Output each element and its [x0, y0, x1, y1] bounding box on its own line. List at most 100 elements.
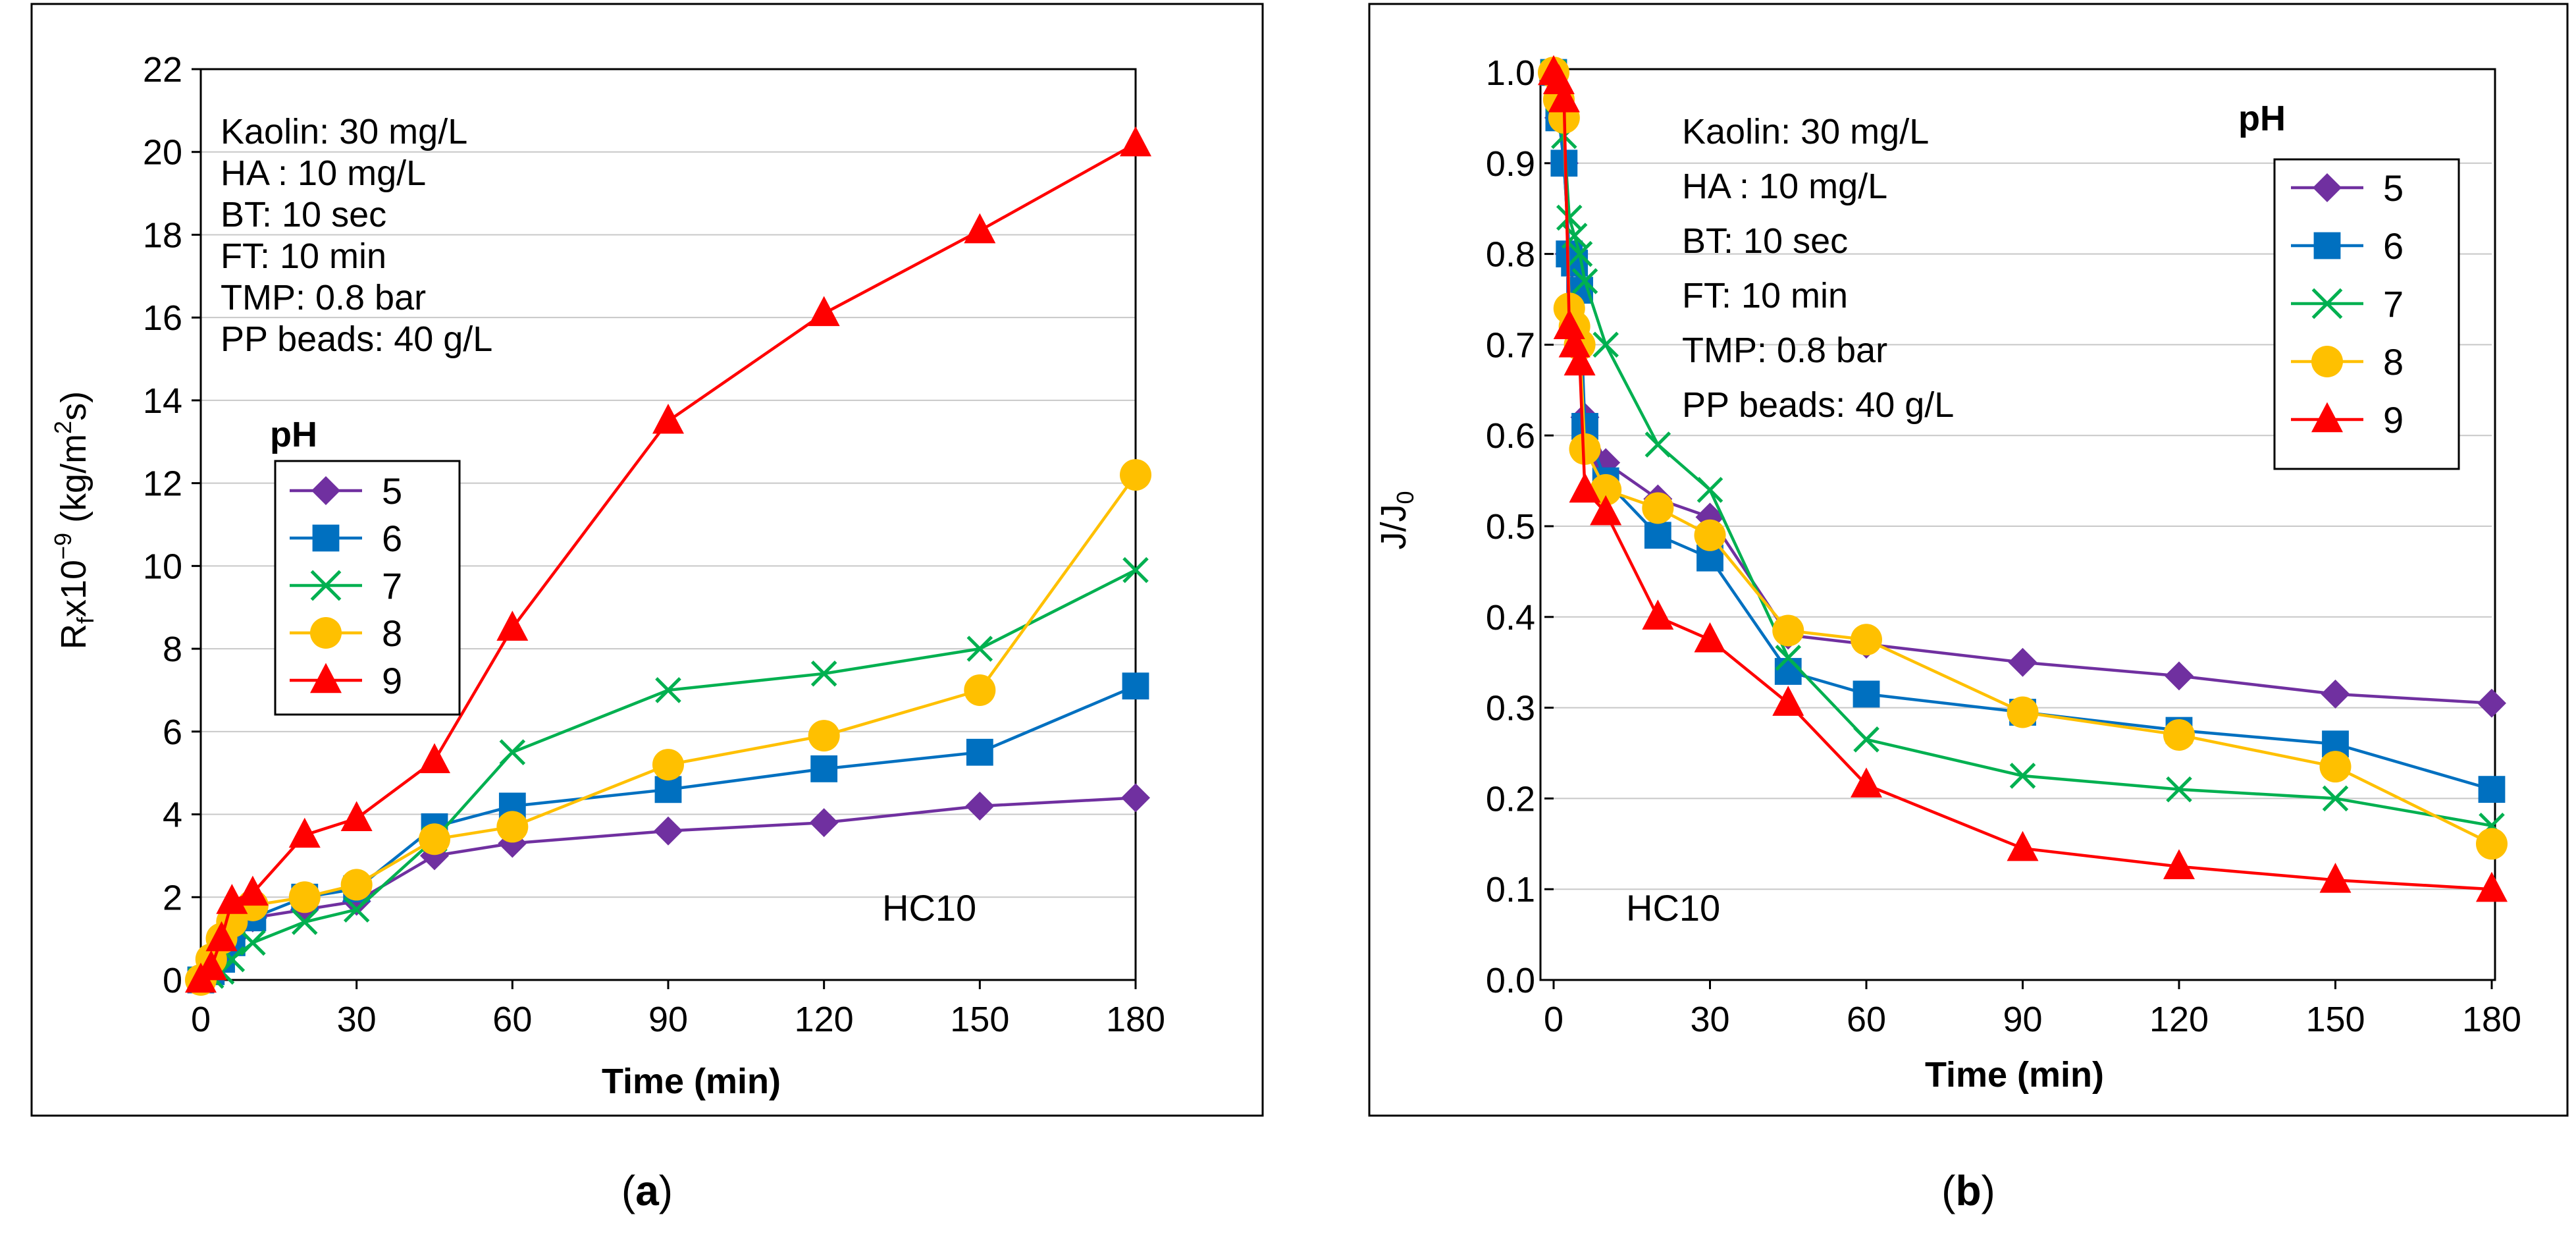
b-point-ph-6 — [1774, 658, 1802, 685]
a-y-tick-label: 22 — [143, 50, 182, 90]
a-y-tick-label: 2 — [163, 878, 182, 917]
b-point-ph-7 — [1696, 477, 1723, 503]
a-x-tick-label: 90 — [648, 1000, 688, 1039]
a-point-ph-7 — [810, 661, 837, 687]
b-point-ph-7 — [1556, 204, 1583, 231]
b-legend-marker — [2311, 288, 2343, 319]
a-point-ph-8 — [340, 869, 373, 901]
a-point-ph-6 — [654, 776, 682, 803]
a-legend-label: 7 — [382, 565, 402, 607]
a-x-tick-label: 150 — [950, 1000, 1009, 1039]
b-point-ph-7 — [2322, 785, 2349, 812]
panel-a-y-axis: 0 2 4 6 8 10 12 14 16 18 20 22 — [143, 50, 201, 1000]
b-series-line-ph-9 — [1552, 71, 2492, 891]
a-legend-marker — [310, 570, 342, 601]
b-point-ph-7 — [1566, 240, 1593, 267]
b-legend-label: 8 — [2383, 341, 2404, 383]
b-point-ph-9 — [1558, 327, 1590, 358]
a-legend-marker — [311, 476, 340, 505]
a-point-ph-7 — [1122, 556, 1149, 583]
b-point-ph-7 — [1853, 726, 1879, 753]
panel-a-caption-open: ( — [621, 1167, 635, 1214]
b-annotation-line: TMP: 0.8 bar — [1682, 331, 1887, 370]
a-point-ph-9 — [964, 213, 996, 244]
panel-b-x-label: Time (min) — [1925, 1055, 2104, 1095]
panel-b-y-label: J/J0 — [1374, 491, 1419, 549]
panel-b-legend-title: pH — [2238, 99, 2286, 138]
panel-b-y-label-sub: 0 — [1392, 491, 1419, 504]
a-legend-item-ph-7: 7 — [290, 565, 402, 607]
a-annotation-line: BT: 10 sec — [221, 195, 386, 234]
b-point-ph-9 — [1542, 64, 1575, 94]
b-y-tick-label: 0.4 — [1486, 598, 1535, 638]
a-point-ph-9 — [340, 801, 373, 832]
panel-b-plot-area — [1539, 68, 2496, 981]
a-y-tick-label: 4 — [163, 796, 182, 835]
a-point-ph-9 — [496, 610, 529, 641]
panel-b-y-label-main: J/J — [1374, 504, 1413, 550]
b-point-ph-9 — [1569, 472, 1601, 503]
a-legend-item-ph-5: 5 — [290, 470, 402, 512]
b-y-tick-label: 0.8 — [1486, 235, 1535, 275]
b-point-ph-9 — [1642, 599, 1674, 630]
panel-a-corner-label: HC10 — [882, 887, 976, 929]
a-point-ph-5 — [1121, 783, 1150, 813]
b-legend-marker — [2311, 346, 2343, 377]
a-point-ph-8 — [964, 674, 996, 706]
a-series-ph-9 — [185, 126, 1151, 993]
panel-a-x-label: Time (min) — [602, 1062, 781, 1101]
a-annotation-line: PP beads: 40 g/L — [221, 319, 492, 359]
panel-a-series — [185, 126, 1151, 996]
panel-a-annotations: Kaolin: 30 mg/LHA : 10 mg/LBT: 10 secFT:… — [221, 112, 492, 359]
a-legend-label: 9 — [382, 660, 402, 701]
a-x-tick-label: 30 — [337, 1000, 377, 1039]
b-y-tick-label: 0.2 — [1486, 779, 1535, 819]
b-point-ph-9 — [2163, 849, 2195, 879]
b-point-ph-8 — [2319, 751, 2352, 783]
panel-a-legend-title: pH — [270, 415, 317, 454]
b-annotation-line: BT: 10 sec — [1682, 221, 1848, 261]
b-point-ph-7 — [2166, 776, 2192, 803]
b-point-ph-9 — [1590, 495, 1622, 526]
a-point-ph-5 — [809, 808, 839, 838]
b-point-ph-9 — [1694, 622, 1726, 653]
b-legend-item-ph-7: 7 — [2291, 283, 2404, 325]
a-x-tick-label: 120 — [795, 1000, 854, 1039]
a-point-ph-9 — [1120, 126, 1151, 157]
a-legend-label: 5 — [382, 470, 402, 512]
panel-a: 0 2 4 6 8 10 12 14 16 18 20 22 0 30 60 90 120 150 180 Kao… — [30, 3, 1264, 1117]
a-x-tick-label: 60 — [492, 1000, 532, 1039]
panel-a-caption: (a) — [621, 1167, 673, 1214]
b-point-ph-8 — [1642, 492, 1674, 524]
a-y-tick-label: 14 — [143, 381, 182, 421]
b-y-tick-label: 1.0 — [1486, 53, 1535, 93]
a-point-ph-9 — [195, 950, 227, 981]
a-legend-item-ph-8: 8 — [290, 612, 402, 654]
a-point-ph-9 — [419, 743, 450, 774]
panel-a-legend-entries: 5 6 7 8 9 — [290, 470, 402, 701]
b-point-ph-9 — [1851, 767, 1882, 798]
b-point-ph-6 — [1644, 522, 1671, 549]
a-point-ph-9 — [288, 817, 321, 848]
panel-b-y-axis: 0.0 0.1 0.2 0.3 0.4 0.5 0.6 0.7 0.8 0.9 1.0 — [1486, 53, 1554, 1000]
b-y-tick-label: 0.6 — [1486, 416, 1535, 456]
b-legend-marker — [2311, 402, 2343, 433]
b-point-ph-5 — [2008, 647, 2037, 677]
panel-b-caption: (b) — [1941, 1167, 1995, 1214]
a-point-ph-6 — [810, 755, 838, 782]
panel-a-y-label-mid: x10 — [54, 560, 93, 617]
b-legend-marker — [2313, 232, 2341, 259]
panel-a-x-axis: 0 30 60 90 120 150 180 — [191, 980, 1165, 1039]
b-series-ph-9 — [1538, 55, 2508, 902]
panel-b: 0.00.10.20.30.40.50.60.70.80.91.0 0 30 60 9… — [1368, 3, 2569, 1117]
panel-b-frame — [1368, 3, 2569, 1117]
panel-b-legend-entries: 5 6 7 8 9 — [2291, 167, 2404, 441]
b-point-ph-9 — [2007, 830, 2039, 861]
b-legend-label: 5 — [2383, 167, 2404, 209]
a-y-tick-label: 8 — [163, 630, 182, 669]
panel-b-x-axis: 0 30 60 90 120 150 180 — [1544, 980, 2521, 1039]
panel-a-y-label-sub: f — [72, 616, 99, 624]
a-legend-marker — [310, 663, 342, 693]
panel-b-caption-letter: b — [1955, 1167, 1981, 1214]
panel-a-y-label-main: R — [54, 624, 93, 649]
